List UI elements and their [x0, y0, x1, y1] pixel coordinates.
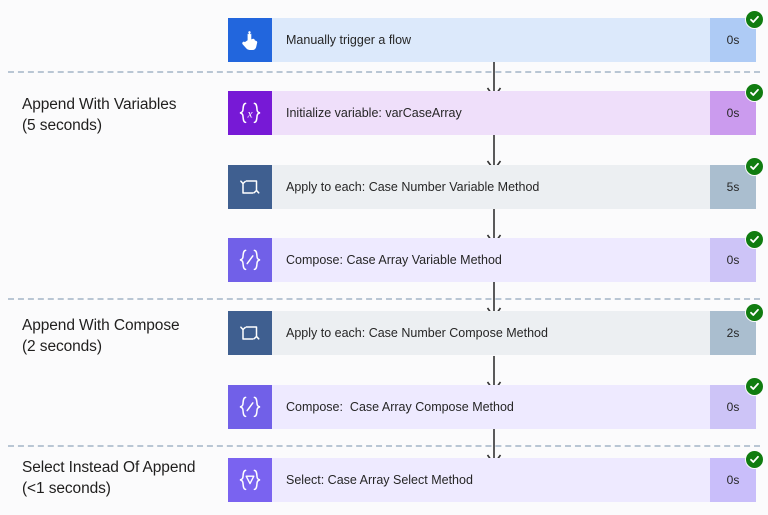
group-label-select-instead-of-append: Select Instead Of Append (<1 seconds): [22, 457, 222, 499]
action-duration: 0s: [710, 377, 764, 429]
status-succeeded-check-icon: [745, 303, 764, 322]
action-duration: 5s: [710, 157, 764, 209]
action-label: Select: Case Array Select Method: [272, 458, 710, 502]
duration-text: 0s: [726, 473, 740, 487]
compose-braces-slash-icon: [228, 238, 272, 282]
group-subtitle: (2 seconds): [22, 338, 102, 355]
action-card-apply-to-each-case-number-variable-method[interactable]: Apply to each: Case Number Variable Meth…: [228, 157, 764, 209]
group-subtitle: (<1 seconds): [22, 480, 111, 497]
group-label-append-with-variables: Append With Variables (5 seconds): [22, 94, 222, 136]
status-succeeded-check-icon: [745, 450, 764, 469]
action-label: Initialize variable: varCaseArray: [272, 91, 710, 135]
select-braces-funnel-icon: [228, 458, 272, 502]
action-card-compose-case-array-compose-method[interactable]: Compose: Case Array Compose Method 0s: [228, 377, 764, 429]
duration-text: 5s: [726, 180, 740, 194]
variable-braces-x-icon: x: [228, 91, 272, 135]
action-label: Compose: Case Array Variable Method: [272, 238, 710, 282]
compose-braces-slash-icon: [228, 385, 272, 429]
group-title: Append With Compose: [22, 317, 180, 334]
status-succeeded-check-icon: [745, 157, 764, 176]
duration-text: 0s: [726, 400, 740, 414]
action-label: Manually trigger a flow: [272, 18, 710, 62]
group-title: Append With Variables: [22, 96, 177, 113]
section-divider-1: [8, 71, 760, 73]
duration-text: 0s: [726, 253, 740, 267]
loop-arrows-icon: [228, 311, 272, 355]
action-card-select-case-array-select-method[interactable]: Select: Case Array Select Method 0s: [228, 450, 764, 502]
group-title: Select Instead Of Append: [22, 459, 196, 476]
group-subtitle: (5 seconds): [22, 117, 102, 134]
duration-text: 0s: [726, 106, 740, 120]
action-card-apply-to-each-case-number-compose-method[interactable]: Apply to each: Case Number Compose Metho…: [228, 303, 764, 355]
duration-text: 2s: [726, 326, 740, 340]
status-succeeded-check-icon: [745, 230, 764, 249]
status-succeeded-check-icon: [745, 83, 764, 102]
status-succeeded-check-icon: [745, 10, 764, 29]
action-label: Apply to each: Case Number Variable Meth…: [272, 165, 710, 209]
duration-text: 0s: [726, 33, 740, 47]
action-card-manually-trigger-a-flow[interactable]: Manually trigger a flow 0s: [228, 10, 764, 62]
section-divider-3: [8, 445, 760, 447]
action-duration: 2s: [710, 303, 764, 355]
action-duration: 0s: [710, 83, 764, 135]
group-label-append-with-compose: Append With Compose (2 seconds): [22, 315, 222, 357]
hand-pointer-icon: [228, 18, 272, 62]
action-label: Compose: Case Array Compose Method: [272, 385, 710, 429]
loop-arrows-icon: [228, 165, 272, 209]
action-card-initialize-variable-varcasearray[interactable]: x Initialize variable: varCaseArray 0s: [228, 83, 764, 135]
action-duration: 0s: [710, 230, 764, 282]
section-divider-2: [8, 298, 760, 300]
action-card-compose-case-array-variable-method[interactable]: Compose: Case Array Variable Method 0s: [228, 230, 764, 282]
svg-text:x: x: [246, 108, 253, 120]
status-succeeded-check-icon: [745, 377, 764, 396]
action-duration: 0s: [710, 450, 764, 502]
action-label: Apply to each: Case Number Compose Metho…: [272, 311, 710, 355]
action-duration: 0s: [710, 10, 764, 62]
